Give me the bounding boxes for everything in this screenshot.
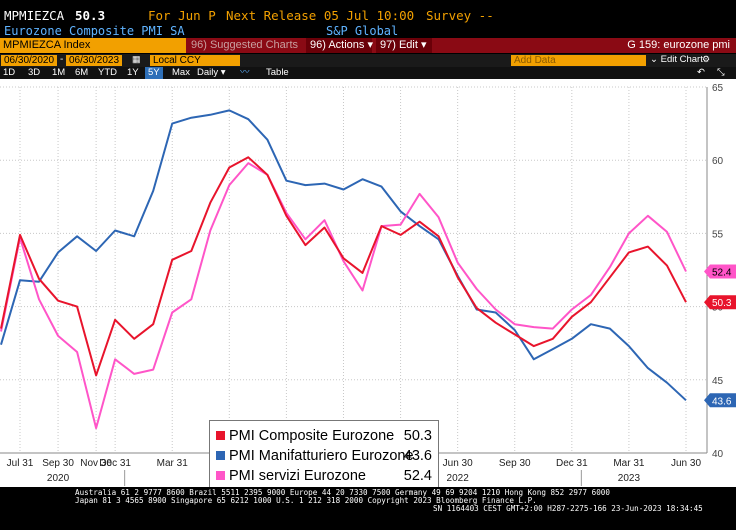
add-data-input[interactable]: Add Data — [511, 55, 646, 66]
manufacturing-series-line[interactable] — [0, 109, 687, 402]
x-tick-label: Dec 31 — [99, 458, 131, 469]
undo-icon[interactable]: ↶ — [697, 67, 705, 78]
last-value: 50.3 — [75, 8, 106, 23]
footer-line-2: Japan 81 3 4565 8900 Singapore 65 6212 1… — [75, 496, 537, 505]
x-tick-label: Jun 30 — [443, 458, 473, 469]
x-tick-label: Nov 30 — [80, 458, 112, 469]
survey-label: Survey -- — [426, 8, 494, 23]
toolbar: MPMIEZCA Index 96) Suggested Charts 96) … — [0, 38, 736, 53]
currency-select[interactable]: Local CCY — [150, 55, 240, 66]
frequency-select[interactable]: Daily ▾ — [197, 67, 226, 78]
period-label: For Jun P — [148, 8, 216, 23]
last-value-tag-bg — [704, 393, 736, 408]
x-tick-label: Jul 31 — [7, 458, 34, 469]
legend-name-manufacturing: PMI Manifatturiero Eurozone — [229, 448, 414, 464]
last-value-tag-bg — [704, 295, 736, 310]
security-header: MPMIEZCA 50.3 For Jun P Next Release 05 … — [0, 0, 736, 24]
legend-swatch-services — [216, 471, 225, 480]
period-3d[interactable]: 3D — [28, 67, 41, 78]
legend-swatch-composite — [216, 431, 225, 440]
footer-line-1: Australia 61 2 9777 8600 Brazil 5511 239… — [75, 488, 610, 497]
legend-swatch-manufacturing — [216, 451, 225, 460]
y-tick-label: 45 — [712, 376, 724, 387]
y-tick-label: 55 — [712, 229, 724, 240]
graph-id-label: G 159: eurozone pmi — [627, 39, 730, 51]
year-label: 2020 — [47, 473, 70, 484]
y-tick-label: 65 — [712, 83, 724, 94]
footer-line-3: SN 1164403 CEST GMT+2:00 H287-2275-166 2… — [433, 504, 703, 513]
legend-value-composite: 50.3 — [403, 428, 432, 444]
legend-name-services: PMI servizi Eurozone — [229, 468, 366, 484]
last-value-tag-manufacturing: 43.6 — [704, 393, 736, 408]
x-tick-label: Dec 31 — [556, 458, 588, 469]
last-value-tag-text: 43.6 — [712, 396, 732, 407]
expand-icon[interactable]: ⤡ — [717, 67, 725, 78]
y-tick-label: 60 — [712, 156, 724, 167]
last-value-tag-text: 50.3 — [712, 298, 732, 309]
x-tick-label: Sep 30 — [42, 458, 74, 469]
footer: Australia 61 2 9777 8600 Brazil 5511 239… — [0, 487, 736, 530]
table-button[interactable]: Table — [266, 67, 289, 78]
services-series-line[interactable] — [0, 162, 687, 430]
date-separator: - — [60, 54, 64, 65]
chart-legend: PMI Composite Eurozone 50.3 PMI Manifatt… — [209, 420, 439, 488]
x-tick-label: Mar 31 — [613, 458, 645, 469]
period-6m[interactable]: 6M — [75, 67, 89, 78]
next-release-label: Next Release 05 Jul 10:00 — [226, 8, 415, 23]
end-date-field[interactable]: 06/30/2023 — [66, 55, 123, 66]
start-date-field[interactable]: 06/30/2020 — [1, 55, 58, 66]
period-max[interactable]: Max — [172, 67, 190, 78]
calendar-icon[interactable]: ▦ — [132, 54, 141, 64]
period-1y[interactable]: 1Y — [127, 67, 139, 78]
date-range-bar: 06/30/2020 - 06/30/2023 ▦ Local CCY Add … — [0, 54, 736, 67]
last-value-tag-services: 52.4 — [704, 264, 736, 279]
description-label: Eurozone Composite PMI SA — [4, 24, 185, 38]
suggested-charts-button[interactable]: 96) Suggested Charts — [187, 38, 303, 53]
legend-item-composite: PMI Composite Eurozone 50.3 — [214, 426, 436, 446]
x-tick-label: Mar 31 — [157, 458, 189, 469]
last-value-tag-bg — [704, 264, 736, 279]
year-label: 2023 — [618, 473, 641, 484]
legend-value-services: 52.4 — [403, 468, 432, 484]
index-input[interactable]: MPMIEZCA Index — [0, 38, 186, 53]
edit-chart-button[interactable]: Edit Chart — [660, 54, 703, 65]
ticker-label: MPMIEZCA — [4, 8, 65, 23]
legend-name-composite: PMI Composite Eurozone — [229, 428, 395, 444]
period-1m[interactable]: 1M — [52, 67, 66, 78]
settings-icon[interactable]: ⚙ — [702, 54, 711, 64]
legend-value-manufacturing: 43.6 — [403, 448, 432, 464]
security-description-row: Eurozone Composite PMI SA S&P Global — [0, 24, 736, 38]
edit-menu-button[interactable]: 97) Edit ▾ — [376, 38, 432, 53]
period-ytd[interactable]: YTD — [98, 67, 117, 78]
composite-series-line[interactable] — [0, 156, 687, 377]
dropdown-chevron-icon[interactable]: ⌄ — [650, 54, 658, 65]
period-5y[interactable]: 5Y — [145, 67, 163, 79]
year-label: 2022 — [447, 473, 470, 484]
actions-menu-button[interactable]: 96) Actions ▾ — [306, 38, 373, 53]
x-tick-label: Jun 30 — [671, 458, 701, 469]
period-bar: 1D 3D 1M 6M YTD 1Y 5Y Max Daily ▾ 〰 Tabl… — [0, 67, 736, 79]
x-tick-label: Sep 30 — [499, 458, 531, 469]
period-1d[interactable]: 1D — [3, 67, 16, 78]
source-label: S&P Global — [326, 24, 399, 38]
edit-chart-group: ⌄ Edit Chart — [650, 54, 703, 65]
y-tick-label: 40 — [712, 449, 724, 460]
last-value-tag-text: 52.4 — [712, 267, 732, 278]
line-chart-icon[interactable]: 〰 — [240, 67, 250, 78]
last-value-tag-composite: 50.3 — [704, 295, 736, 310]
legend-item-services: PMI servizi Eurozone 52.4 — [214, 466, 436, 486]
legend-item-manufacturing: PMI Manifatturiero Eurozone 43.6 — [214, 446, 436, 466]
